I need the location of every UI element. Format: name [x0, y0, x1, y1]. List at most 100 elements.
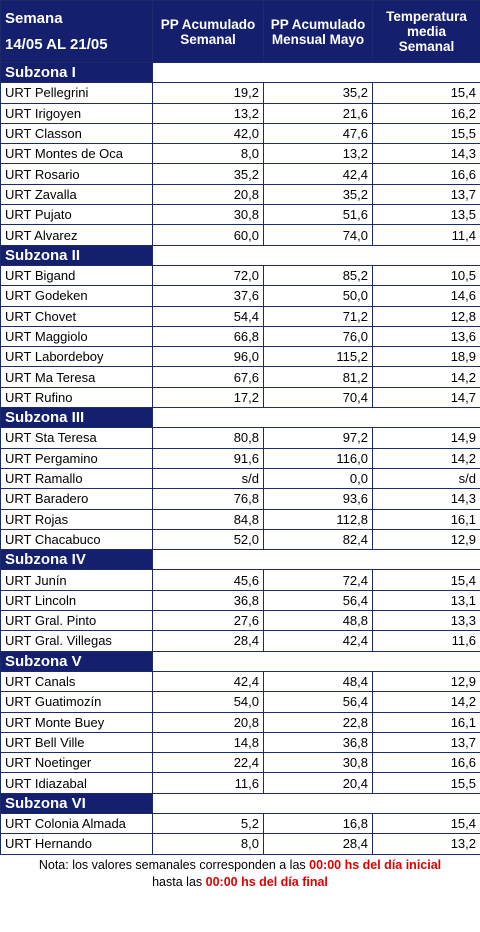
section-name: Subzona II — [0, 244, 153, 266]
value-cell: 13,1 — [372, 589, 480, 612]
station-row: URT Godeken 37,6 50,0 14,6 — [0, 285, 480, 307]
station-name: URT Rufino — [0, 386, 153, 409]
value-cell: 15,4 — [372, 812, 480, 835]
value-cell: 10,5 — [372, 264, 480, 287]
value-cell: 12,9 — [372, 528, 480, 551]
value-cell: 11,6 — [152, 772, 264, 794]
value-cell: 16,1 — [372, 508, 480, 530]
value-cell: 5,2 — [152, 812, 264, 835]
value-cell: 82,4 — [263, 528, 373, 551]
station-row: URT Labordeboy 96,0 115,2 18,9 — [0, 346, 480, 368]
note-line: Nota: los valores semanales corresponden… — [0, 857, 480, 874]
value-cell: 16,2 — [372, 102, 480, 124]
station-row: URT Hernando 8,0 28,4 13,2 — [0, 833, 480, 855]
value-cell: 30,8 — [152, 204, 264, 226]
station-name: URT Gral. Villegas — [0, 630, 153, 652]
value-cell: 35,2 — [152, 163, 264, 185]
station-name: URT Pergamino — [0, 447, 153, 469]
value-cell: 8,0 — [152, 833, 264, 855]
value-cell: 15,4 — [372, 82, 480, 104]
station-row: URT Gral. Pinto 27,6 48,8 13,3 — [0, 610, 480, 632]
station-row: URT Chacabuco 52,0 82,4 12,9 — [0, 528, 480, 551]
station-name: URT Chovet — [0, 305, 153, 327]
section-blank — [152, 792, 480, 814]
value-cell: 54,4 — [152, 305, 264, 327]
value-cell: 80,8 — [152, 427, 264, 449]
station-name: URT Idiazabal — [0, 772, 153, 794]
value-cell: 97,2 — [263, 427, 373, 449]
value-cell: 15,5 — [372, 772, 480, 794]
value-cell: 56,4 — [263, 691, 373, 713]
value-cell: 81,2 — [263, 366, 373, 388]
note-text: hasta las — [152, 874, 206, 889]
header-line: Semanal — [180, 31, 236, 47]
station-row: URT Junín 45,6 72,4 15,4 — [0, 569, 480, 591]
station-name: URT Pujato — [0, 204, 153, 226]
section-blank — [152, 61, 480, 84]
value-cell: 8,0 — [152, 143, 264, 165]
station-name: URT Chacabuco — [0, 528, 153, 551]
station-name: URT Montes de Oca — [0, 143, 153, 165]
value-cell: 37,6 — [152, 285, 264, 307]
value-cell: 16,8 — [263, 812, 373, 835]
value-cell: 15,4 — [372, 569, 480, 591]
station-name: URT Maggiolo — [0, 325, 153, 348]
header-line: Temperatura — [386, 9, 467, 24]
station-row: URT Montes de Oca 8,0 13,2 14,3 — [0, 143, 480, 165]
station-name: URT Classon — [0, 122, 153, 145]
value-cell: 72,0 — [152, 264, 264, 287]
value-cell: 45,6 — [152, 569, 264, 591]
station-row: URT Bigand 72,0 85,2 10,5 — [0, 264, 480, 287]
station-row: URT Monte Buey 20,8 22,8 16,1 — [0, 711, 480, 733]
station-row: URT Pellegrini 19,2 35,2 15,4 — [0, 82, 480, 104]
value-cell: s/d — [372, 467, 480, 490]
value-cell: 14,3 — [372, 143, 480, 165]
station-name: URT Canals — [0, 670, 153, 693]
value-cell: 14,2 — [372, 366, 480, 388]
station-name: URT Sta Teresa — [0, 427, 153, 449]
station-row: URT Baradero 76,8 93,6 14,3 — [0, 488, 480, 510]
value-cell: 12,9 — [372, 670, 480, 693]
station-row: URT Rufino 17,2 70,4 14,7 — [0, 386, 480, 409]
station-row: URT Bell Ville 14,8 36,8 13,7 — [0, 731, 480, 754]
station-name: URT Noetinger — [0, 752, 153, 774]
value-cell: 16,6 — [372, 752, 480, 774]
section-row: Subzona II — [0, 244, 480, 266]
week-label: Semana — [5, 9, 63, 27]
header-cell: PP Acumulado Mensual Mayo — [263, 0, 373, 63]
value-cell: 35,2 — [263, 183, 373, 206]
section-row: Subzona IV — [0, 549, 480, 571]
value-cell: 52,0 — [152, 528, 264, 551]
section-row: Subzona I — [0, 61, 480, 84]
value-cell: 42,4 — [152, 670, 264, 693]
value-cell: 115,2 — [263, 346, 373, 368]
value-cell: 14,7 — [372, 386, 480, 409]
value-cell: 13,2 — [263, 143, 373, 165]
value-cell: 14,2 — [372, 447, 480, 469]
value-cell: 28,4 — [152, 630, 264, 652]
value-cell: 16,1 — [372, 711, 480, 733]
value-cell: 21,6 — [263, 102, 373, 124]
value-cell: 112,8 — [263, 508, 373, 530]
station-name: URT Guatimozín — [0, 691, 153, 713]
value-cell: 85,2 — [263, 264, 373, 287]
value-cell: 15,5 — [372, 122, 480, 145]
value-cell: 36,8 — [263, 731, 373, 754]
value-cell: 27,6 — [152, 610, 264, 632]
station-row: URT Sta Teresa 80,8 97,2 14,9 — [0, 427, 480, 449]
station-row: URT Rojas 84,8 112,8 16,1 — [0, 508, 480, 530]
header-row: Semana 14/05 AL 21/05 PP Acumulado Semanal P… — [0, 0, 480, 63]
section-name: Subzona V — [0, 650, 153, 672]
value-cell: 60,0 — [152, 224, 264, 246]
value-cell: 19,2 — [152, 82, 264, 104]
value-cell: 13,5 — [372, 204, 480, 226]
station-name: URT Zavalla — [0, 183, 153, 206]
value-cell: 20,8 — [152, 711, 264, 733]
value-cell: 72,4 — [263, 569, 373, 591]
value-cell: 0,0 — [263, 467, 373, 490]
note-text: Nota: los valores semanales corresponden… — [38, 857, 310, 872]
station-name: URT Hernando — [0, 833, 153, 855]
section-name: Subzona III — [0, 407, 153, 429]
station-name: URT Alvarez — [0, 224, 153, 246]
